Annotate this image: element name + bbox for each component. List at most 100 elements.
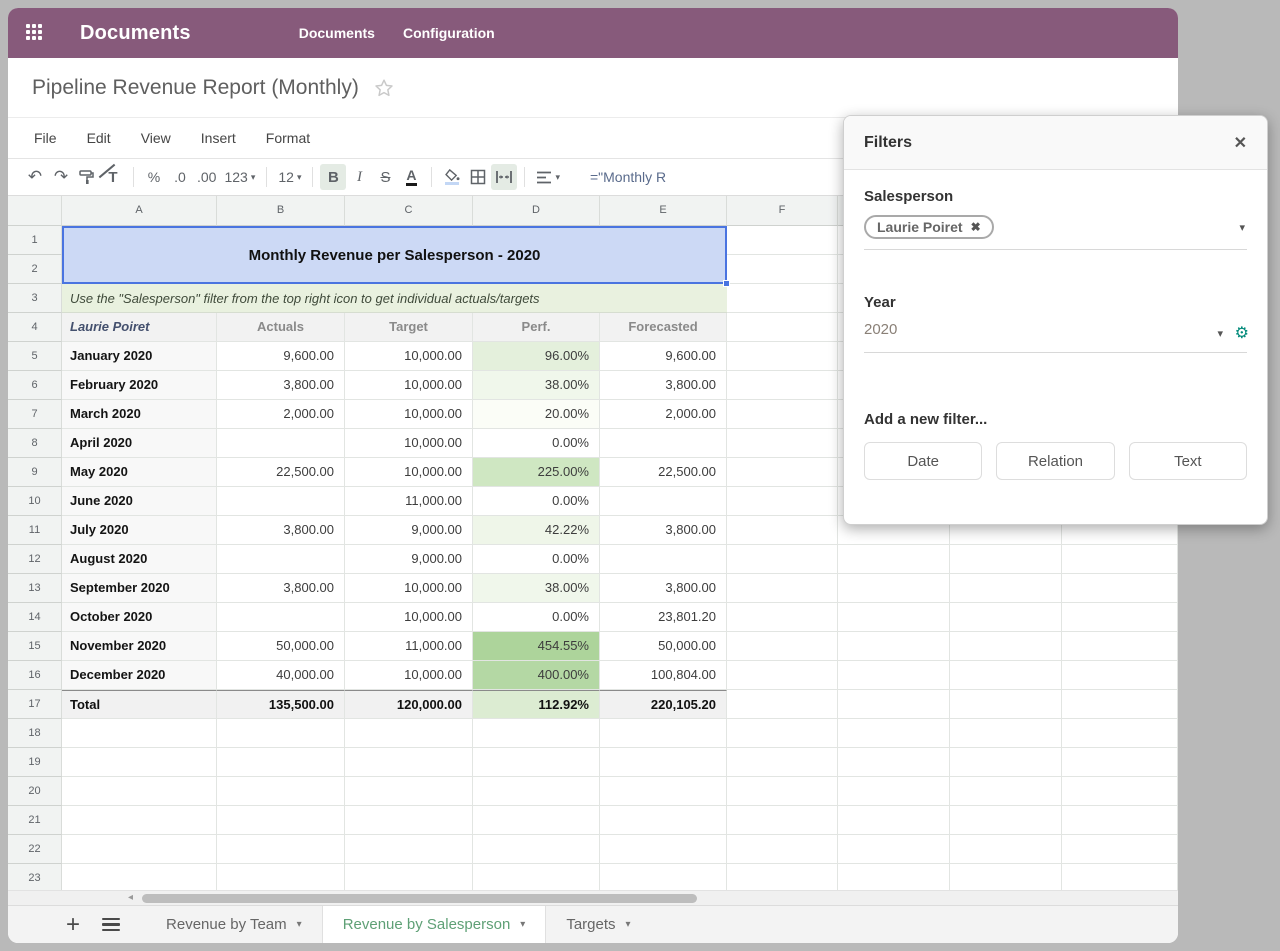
grid-cell[interactable]: [950, 777, 1062, 806]
grid-cell[interactable]: [600, 806, 727, 835]
forecast-cell[interactable]: 3,800.00: [600, 516, 727, 545]
clear-format-icon[interactable]: T: [100, 164, 126, 190]
grid-cell[interactable]: [600, 719, 727, 748]
row-header-16[interactable]: 16: [8, 661, 62, 690]
grid-cell[interactable]: [600, 835, 727, 864]
grid-cell[interactable]: [217, 777, 345, 806]
month-cell[interactable]: July 2020: [62, 516, 217, 545]
row-header-7[interactable]: 7: [8, 400, 62, 429]
favorite-star-icon[interactable]: [373, 77, 395, 99]
forecast-cell[interactable]: 23,801.20: [600, 603, 727, 632]
month-cell[interactable]: December 2020: [62, 661, 217, 690]
actuals-cell[interactable]: 2,000.00: [217, 400, 345, 429]
grid-cell[interactable]: [473, 806, 600, 835]
actuals-cell[interactable]: [217, 603, 345, 632]
perf-cell[interactable]: 0.00%: [473, 545, 600, 574]
column-header-F[interactable]: F: [727, 196, 838, 226]
grid-cell[interactable]: [727, 458, 838, 487]
grid-cell[interactable]: [838, 545, 950, 574]
forecast-cell[interactable]: 100,804.00: [600, 661, 727, 690]
grid-cell[interactable]: [950, 719, 1062, 748]
grid-cell[interactable]: [838, 835, 950, 864]
row-header-17[interactable]: 17: [8, 690, 62, 719]
grid-cell[interactable]: [838, 748, 950, 777]
actuals-cell[interactable]: 22,500.00: [217, 458, 345, 487]
grid-cell[interactable]: [838, 864, 950, 890]
target-cell[interactable]: 10,000.00: [345, 574, 473, 603]
row-header-10[interactable]: 10: [8, 487, 62, 516]
row-header-23[interactable]: 23: [8, 864, 62, 890]
grid-cell[interactable]: [950, 603, 1062, 632]
grid-cell[interactable]: [727, 487, 838, 516]
topbar-menu-documents[interactable]: Documents: [298, 25, 375, 41]
sheet-list-icon[interactable]: [102, 917, 121, 932]
grid-cell[interactable]: [727, 835, 838, 864]
grid-cell[interactable]: [838, 719, 950, 748]
grid-cell[interactable]: [1062, 632, 1178, 661]
row-header-6[interactable]: 6: [8, 371, 62, 400]
grid-cell[interactable]: [727, 429, 838, 458]
forecast-cell[interactable]: 3,800.00: [600, 574, 727, 603]
forecast-cell[interactable]: 22,500.00: [600, 458, 727, 487]
note-cell[interactable]: Use the "Salesperson" filter from the to…: [62, 284, 727, 313]
column-title-cell[interactable]: Forecasted: [600, 313, 727, 342]
target-cell[interactable]: 10,000.00: [345, 429, 473, 458]
salesperson-tag[interactable]: Laurie Poiret ✖: [864, 215, 994, 239]
grid-cell[interactable]: [1062, 835, 1178, 864]
forecast-cell[interactable]: [600, 487, 727, 516]
target-cell[interactable]: 11,000.00: [345, 632, 473, 661]
grid-cell[interactable]: [473, 835, 600, 864]
column-header-A[interactable]: A: [62, 196, 217, 226]
horizontal-align-menu[interactable]: ▾: [532, 164, 564, 190]
total-cell[interactable]: 135,500.00: [217, 690, 345, 719]
grid-cell[interactable]: [727, 777, 838, 806]
actuals-cell[interactable]: 40,000.00: [217, 661, 345, 690]
font-size-menu[interactable]: 12 ▾: [274, 164, 305, 190]
grid-cell[interactable]: [727, 545, 838, 574]
total-cell[interactable]: 120,000.00: [345, 690, 473, 719]
total-cell[interactable]: Total: [62, 690, 217, 719]
add-sheet-button[interactable]: +: [66, 910, 81, 938]
text-color-button[interactable]: A: [406, 168, 417, 186]
row-header-8[interactable]: 8: [8, 429, 62, 458]
month-cell[interactable]: April 2020: [62, 429, 217, 458]
forecast-cell[interactable]: 2,000.00: [600, 400, 727, 429]
add-relation-filter-button[interactable]: Relation: [996, 442, 1115, 480]
grid-cell[interactable]: [727, 603, 838, 632]
grid-cell[interactable]: [345, 748, 473, 777]
target-cell[interactable]: 11,000.00: [345, 487, 473, 516]
grid-cell[interactable]: [217, 748, 345, 777]
grid-cell[interactable]: [62, 777, 217, 806]
sheet-tab-targets[interactable]: Targets ▾: [546, 906, 650, 944]
decrease-decimal-icon[interactable]: .0: [174, 169, 186, 185]
grid-cell[interactable]: [838, 603, 950, 632]
borders-button[interactable]: [465, 164, 491, 190]
grid-cell[interactable]: [345, 719, 473, 748]
grid-cell[interactable]: [473, 748, 600, 777]
row-header-5[interactable]: 5: [8, 342, 62, 371]
grid-cell[interactable]: [950, 632, 1062, 661]
topbar-menu-configuration[interactable]: Configuration: [402, 25, 495, 41]
grid-cell[interactable]: [1062, 545, 1178, 574]
year-filter-value[interactable]: 2020: [864, 321, 898, 338]
grid-cell[interactable]: [62, 835, 217, 864]
strikethrough-button[interactable]: S: [380, 168, 391, 186]
grid-cell[interactable]: [727, 284, 838, 313]
grid-cell[interactable]: [345, 864, 473, 890]
month-cell[interactable]: August 2020: [62, 545, 217, 574]
target-cell[interactable]: 10,000.00: [345, 400, 473, 429]
total-cell[interactable]: 112.92%: [473, 690, 600, 719]
row-header-21[interactable]: 21: [8, 806, 62, 835]
grid-cell[interactable]: [838, 690, 950, 719]
perf-cell[interactable]: 38.00%: [473, 574, 600, 603]
column-title-cell[interactable]: Perf.: [473, 313, 600, 342]
format-percent-icon[interactable]: %: [147, 169, 161, 185]
grid-cell[interactable]: [727, 255, 838, 284]
target-cell[interactable]: 10,000.00: [345, 603, 473, 632]
grid-cell[interactable]: [62, 719, 217, 748]
grid-cell[interactable]: [727, 342, 838, 371]
grid-cell[interactable]: [727, 400, 838, 429]
undo-icon[interactable]: ↶: [27, 167, 43, 186]
grid-cell[interactable]: [1062, 719, 1178, 748]
actuals-cell[interactable]: [217, 487, 345, 516]
